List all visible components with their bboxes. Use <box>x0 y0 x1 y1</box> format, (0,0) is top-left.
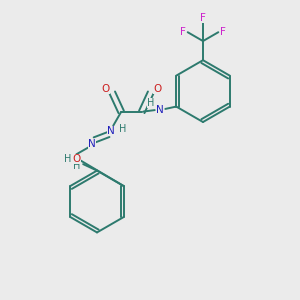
Text: H: H <box>73 161 81 171</box>
Text: F: F <box>180 27 186 37</box>
Text: F: F <box>200 13 206 23</box>
Text: H: H <box>147 98 154 108</box>
Text: N: N <box>88 139 96 149</box>
Text: O: O <box>153 84 161 94</box>
Text: O: O <box>72 154 80 164</box>
Text: N: N <box>107 126 115 136</box>
Text: H: H <box>119 124 126 134</box>
Text: O: O <box>102 84 110 94</box>
Text: F: F <box>220 27 226 37</box>
Text: H: H <box>64 154 71 164</box>
Text: N: N <box>156 104 164 115</box>
